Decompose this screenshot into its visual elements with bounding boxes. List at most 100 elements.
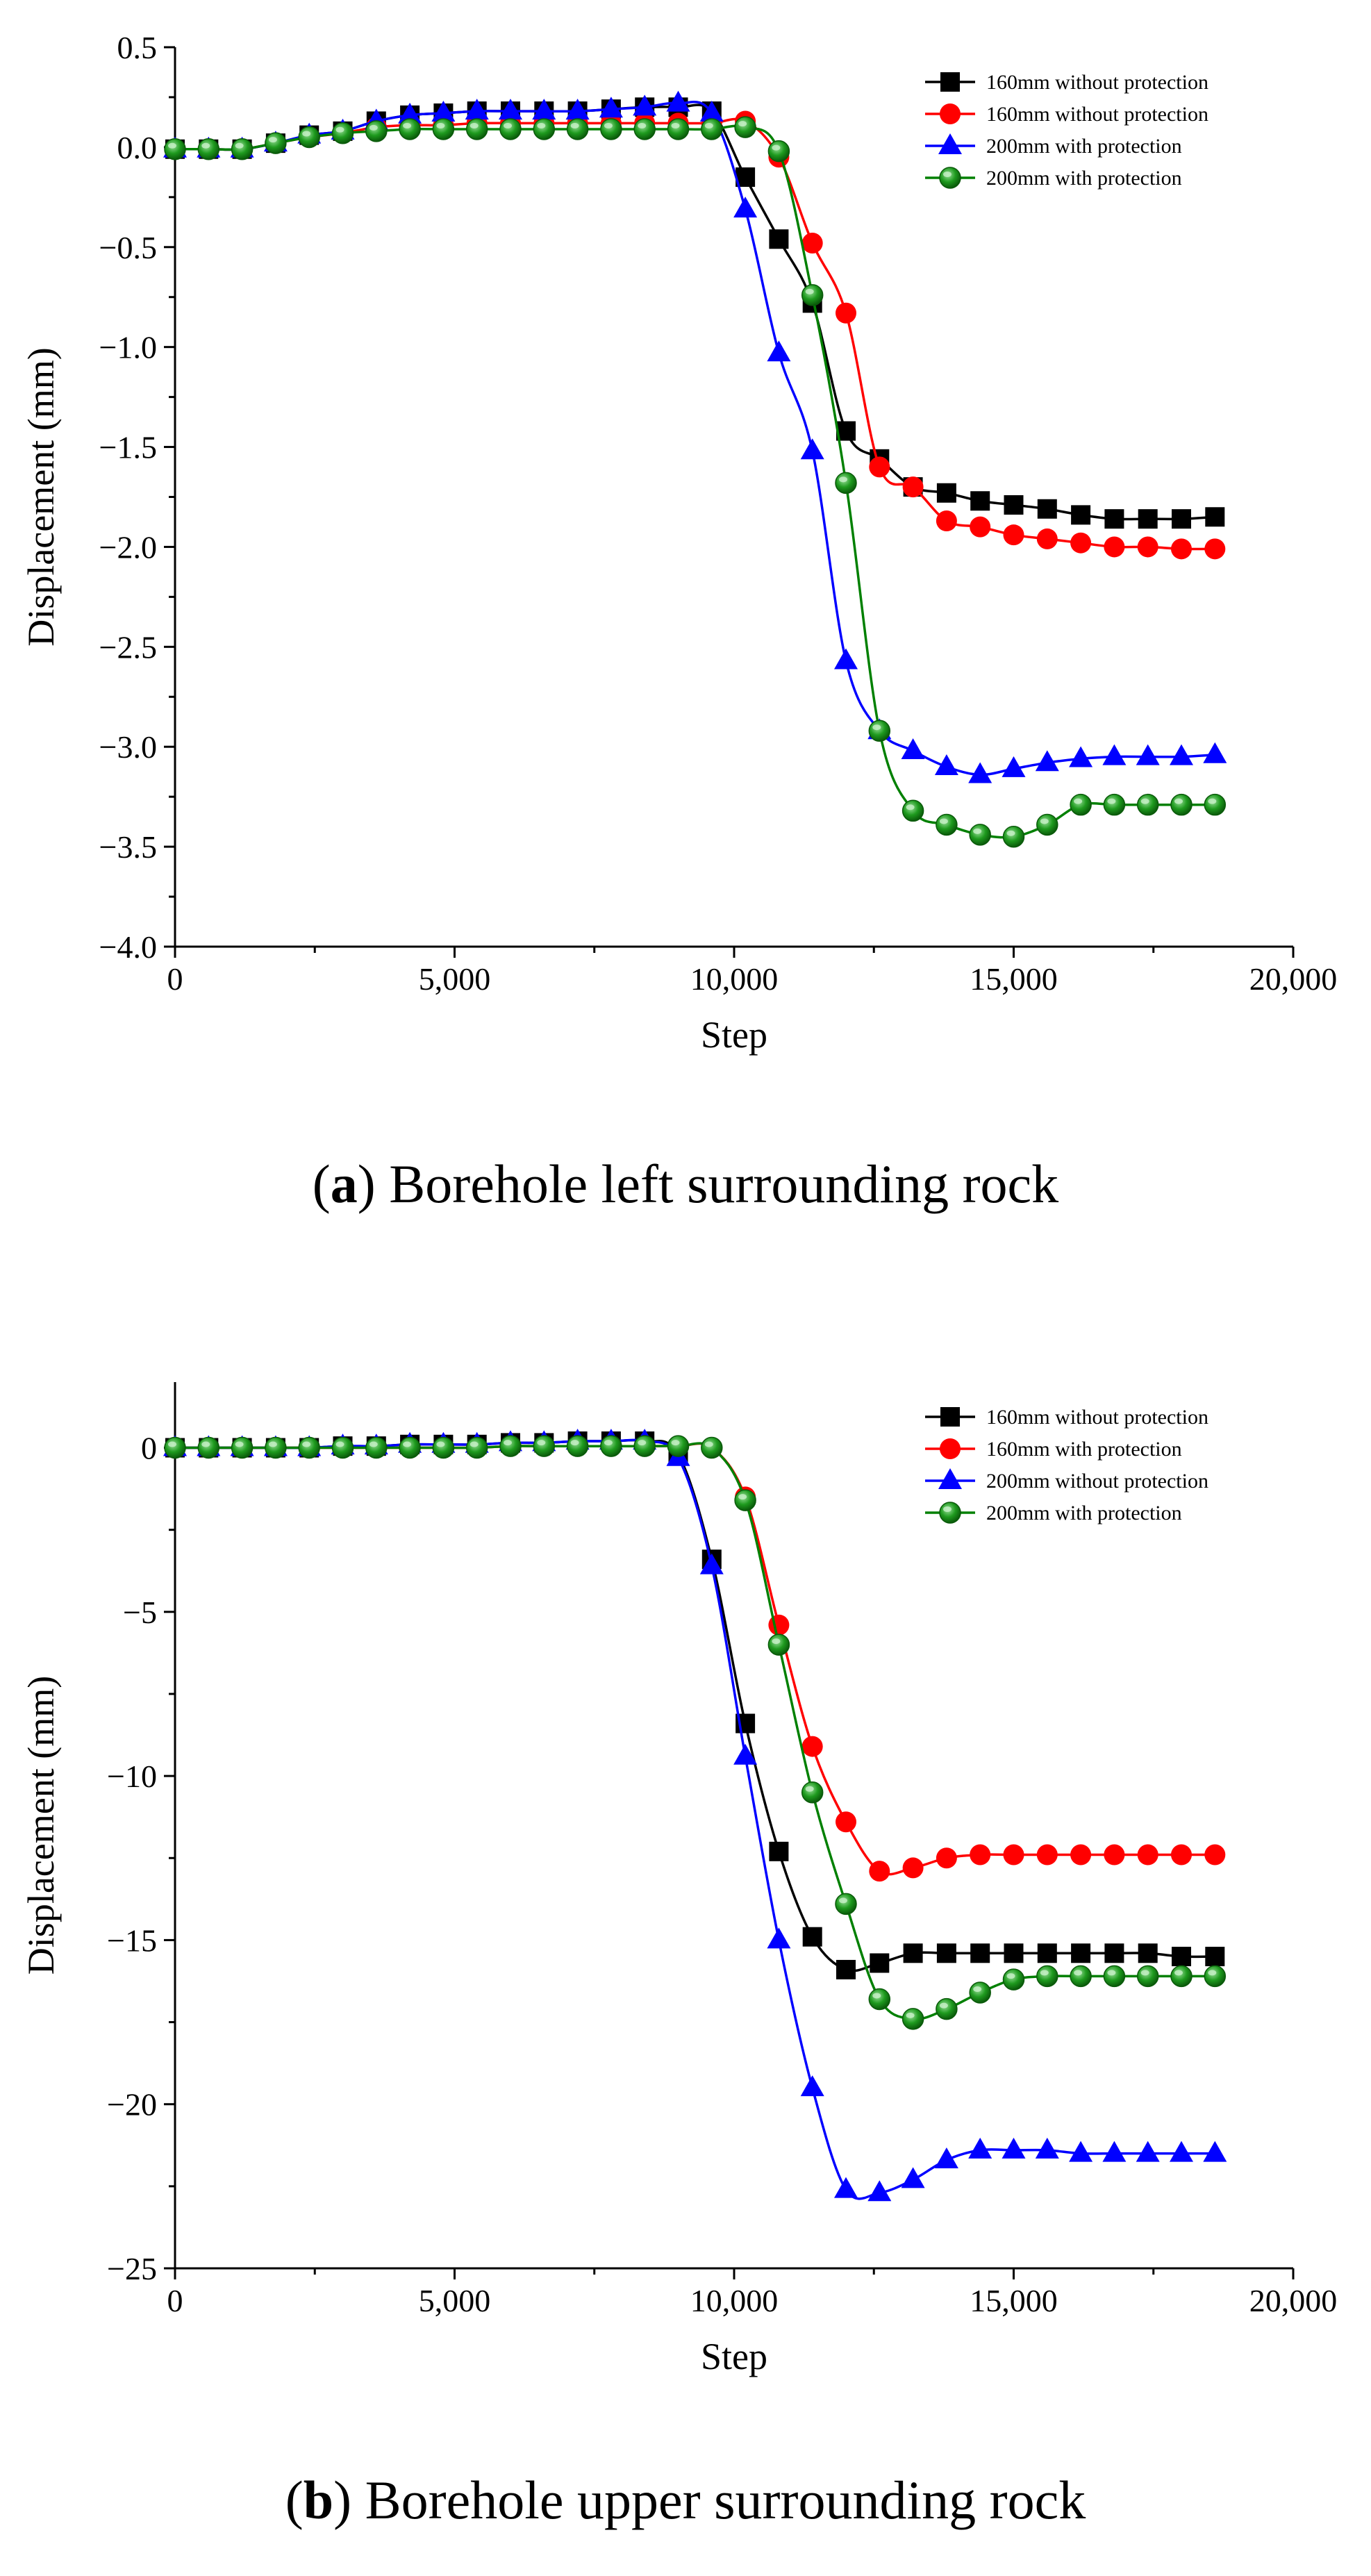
y-tick-label: −15 (107, 1922, 157, 1958)
data-point-circle (936, 510, 957, 532)
caption-a: (a) Borehole left surrounding rock (0, 1153, 1371, 1215)
y-tick-label: −10 (107, 1759, 157, 1794)
caption-b: (b) Borehole upper surrounding rock (0, 2469, 1371, 2532)
data-point-ball-shine (436, 122, 445, 128)
data-point-ball-shine (235, 1441, 244, 1447)
data-point-ball (633, 118, 656, 140)
legend-label: 200mm with protection (986, 1502, 1182, 1524)
data-point-ball (835, 1893, 857, 1916)
data-point-ball (701, 1436, 723, 1459)
data-point-square (936, 1943, 956, 1963)
data-point-ball-shine (537, 122, 546, 128)
data-point-ball (734, 116, 756, 138)
data-point-ball-shine (1208, 798, 1217, 804)
data-point-ball-shine (1140, 1970, 1149, 1976)
data-point-ball (365, 1436, 388, 1459)
y-axis-title: Displacement (mm) (20, 1676, 62, 1975)
data-point-ball (767, 140, 790, 163)
data-point-ball (633, 1435, 656, 1457)
data-point-ball (197, 138, 220, 160)
data-point-triangle (666, 90, 690, 112)
data-point-ball-shine (302, 1441, 311, 1447)
data-point-ball (365, 120, 388, 142)
data-point-ball (1204, 793, 1227, 816)
data-point-ball-shine (335, 1441, 344, 1447)
y-tick-label: −3.5 (99, 829, 157, 865)
data-point-ball-shine (1140, 798, 1149, 804)
legend-marker-triangle (938, 133, 962, 154)
data-point-triangle (968, 2137, 992, 2159)
legend-marker-circle (940, 1438, 961, 1459)
data-point-square (1104, 509, 1124, 529)
data-point-ball-shine (403, 122, 412, 128)
data-point-triangle (968, 762, 992, 783)
data-point-triangle (398, 102, 422, 124)
data-point-ball (499, 1435, 522, 1457)
data-point-ball (331, 122, 354, 144)
y-tick-label: 0 (141, 1431, 157, 1466)
data-point-ball-shine (1074, 1970, 1083, 1976)
legend-item: 160mm without protection (925, 71, 1208, 94)
data-point-circle (1104, 1844, 1125, 1865)
legend-label: 160mm without protection (986, 71, 1208, 94)
data-point-triangle (565, 99, 590, 120)
data-point-circle (1204, 538, 1226, 560)
data-point-ball-shine (403, 1441, 412, 1447)
data-point-ball (499, 118, 522, 140)
x-tick-label: 0 (167, 2283, 183, 2318)
x-tick-label: 10,000 (690, 961, 779, 997)
data-point-circle (836, 302, 856, 324)
data-point-circle (1137, 1844, 1158, 1865)
data-point-ball-shine (704, 1441, 713, 1447)
data-point-ball-shine (973, 1986, 982, 1993)
data-point-ball (1103, 793, 1126, 816)
data-point-circle (1003, 1844, 1024, 1865)
data-point-ball (868, 720, 891, 742)
data-point-ball-shine (872, 1993, 881, 1999)
x-tick-label: 5,000 (419, 961, 491, 997)
data-point-square (1104, 1943, 1124, 1963)
data-point-square (1172, 1947, 1191, 1967)
data-point-ball (399, 118, 421, 140)
data-point-circle (869, 1861, 890, 1882)
data-point-triangle (1069, 746, 1093, 767)
chart-a: 0 5,000 10,000 15,000 20,000 0.5 0.0 −0.5 −1.0 −1… (20, 30, 1337, 1056)
data-point-circle (1171, 1844, 1192, 1865)
data-point-ball (901, 799, 924, 822)
data-point-triangle (834, 2177, 858, 2198)
data-point-ball-shine (470, 122, 479, 128)
data-point-ball-shine (436, 1441, 445, 1447)
x-tick-label: 20,000 (1249, 2283, 1338, 2318)
data-point-ball-shine (537, 1440, 546, 1446)
data-point-square (1004, 495, 1024, 515)
data-point-ball-shine (805, 288, 814, 294)
legend-marker-triangle (938, 1468, 962, 1489)
data-point-ball (1136, 793, 1159, 816)
data-point-square (1205, 507, 1225, 527)
data-point-circle (801, 1736, 823, 1757)
data-point-circle (869, 456, 890, 478)
data-point-triangle (1170, 744, 1193, 765)
data-point-ball-shine (704, 122, 713, 128)
y-tick-label: 0.0 (117, 130, 158, 165)
data-point-triangle (1136, 2141, 1160, 2162)
data-point-ball-shine (738, 121, 747, 127)
data-point-ball (465, 118, 488, 140)
y-tick-label: −2.0 (99, 529, 157, 565)
data-point-triangle (1203, 2141, 1227, 2162)
data-point-ball (667, 1435, 690, 1457)
data-point-triangle (699, 100, 724, 122)
data-point-ball-shine (939, 2002, 948, 2009)
data-point-triangle (867, 2180, 892, 2202)
data-point-ball (197, 1436, 220, 1459)
legend-label: 200mm with protection (986, 135, 1182, 158)
data-point-circle (1070, 532, 1092, 554)
data-point-ball (801, 284, 824, 306)
data-point-triangle (532, 99, 556, 120)
data-point-ball-shine (1006, 1973, 1015, 1979)
data-point-ball-shine (604, 1440, 613, 1446)
data-point-circle (768, 1614, 790, 1636)
data-point-ball-shine (302, 131, 311, 137)
data-point-ball (432, 1436, 455, 1459)
